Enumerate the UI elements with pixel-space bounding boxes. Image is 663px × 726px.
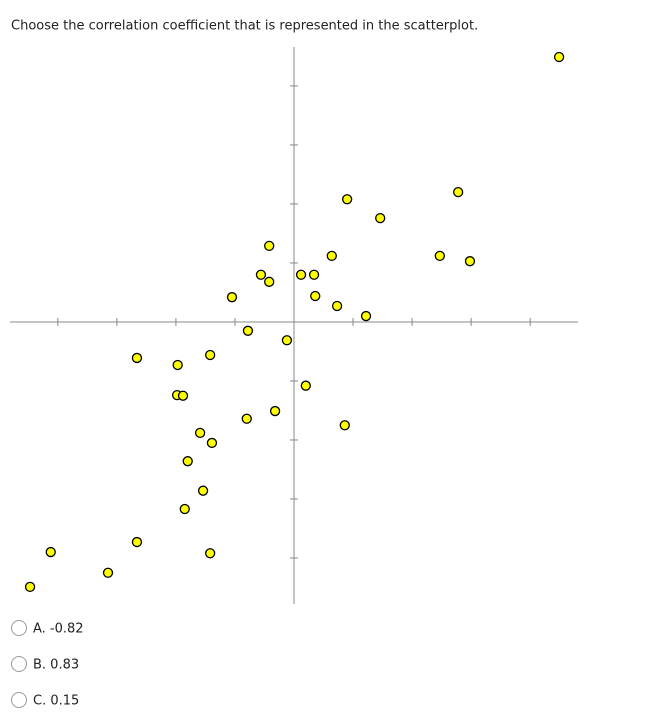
radio-button[interactable]	[11, 656, 27, 672]
radio-button[interactable]	[11, 692, 27, 708]
point	[179, 503, 190, 515]
point	[24, 581, 36, 593]
point	[255, 269, 267, 280]
option-label[interactable]: A. -0.82	[33, 622, 84, 637]
point	[226, 292, 238, 303]
option-label[interactable]: C. 0.15	[33, 694, 79, 709]
point	[264, 276, 275, 287]
point	[205, 548, 216, 559]
point	[308, 269, 320, 280]
point	[553, 51, 565, 63]
point	[242, 325, 254, 336]
point	[341, 194, 353, 205]
point	[452, 187, 464, 198]
point	[464, 256, 476, 267]
point	[206, 437, 218, 449]
point	[102, 567, 114, 578]
option-label[interactable]: B. 0.83	[33, 658, 79, 673]
point	[331, 300, 343, 312]
point	[131, 352, 143, 364]
point	[339, 420, 350, 431]
point	[197, 485, 209, 496]
point	[375, 212, 386, 224]
point	[45, 546, 56, 558]
point	[360, 310, 372, 322]
point	[326, 250, 337, 262]
point	[182, 456, 193, 467]
point	[172, 359, 183, 371]
point	[434, 250, 445, 262]
point	[194, 427, 206, 439]
question: Choose the correlation coefficient that …	[11, 19, 478, 34]
point	[264, 240, 275, 251]
point	[300, 380, 311, 391]
point	[269, 405, 281, 417]
point	[205, 349, 216, 361]
point	[295, 269, 307, 280]
point	[281, 335, 293, 346]
point	[131, 536, 143, 548]
radio-button[interactable]	[11, 620, 27, 636]
point	[310, 290, 321, 302]
point	[241, 413, 252, 424]
point	[177, 390, 189, 401]
